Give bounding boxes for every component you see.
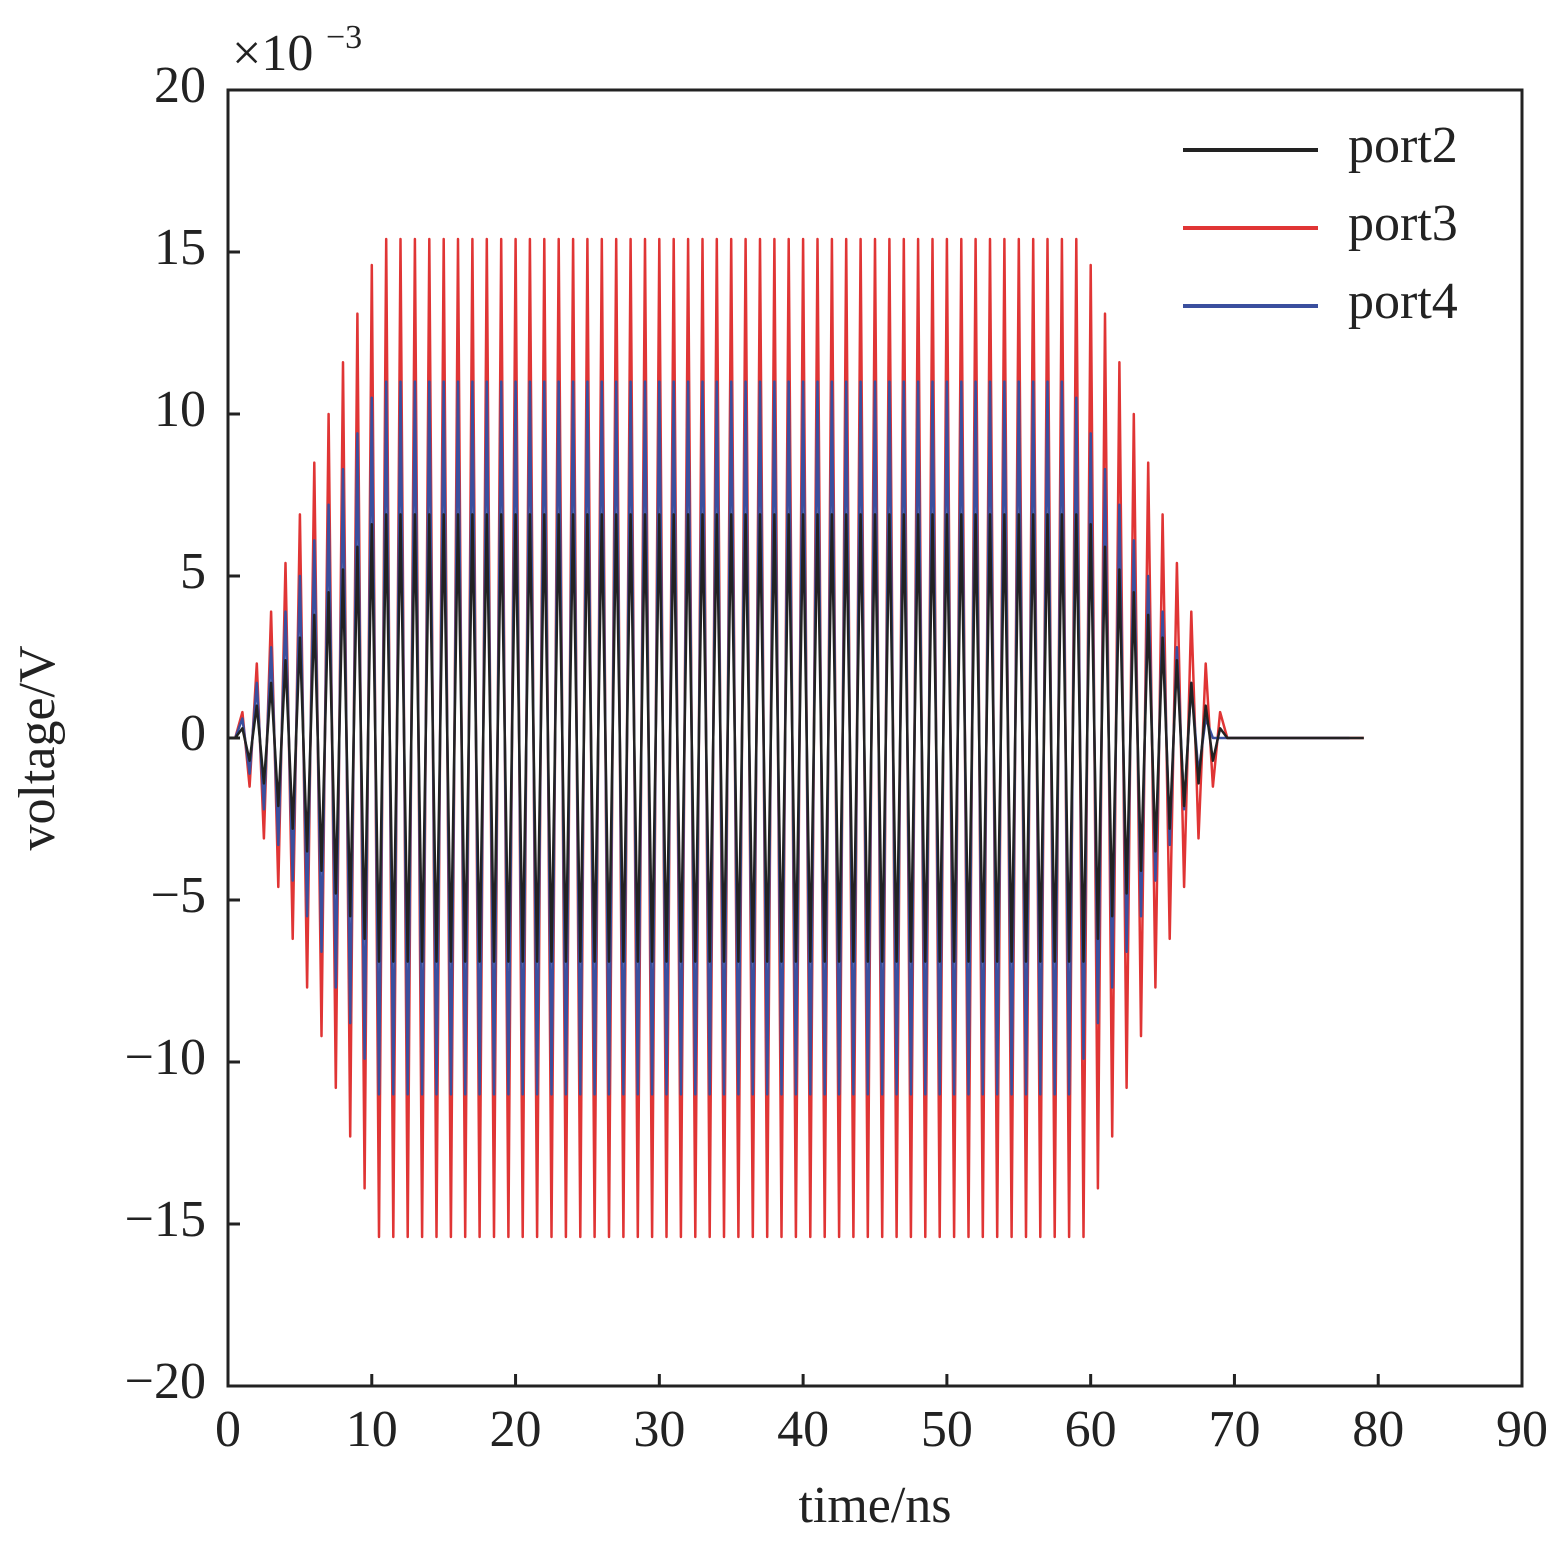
y-tick-label: −15 — [125, 1191, 206, 1248]
legend-label: port2 — [1348, 117, 1458, 174]
y-tick-label: 5 — [180, 543, 206, 600]
series-line — [228, 380, 1350, 1096]
x-tick-label: 60 — [1065, 1401, 1117, 1458]
x-tick-label: 70 — [1208, 1401, 1260, 1458]
x-axis-label: time/ns — [798, 1477, 951, 1534]
plot-lines — [228, 237, 1364, 1239]
y-multiplier-exponent: −3 — [326, 19, 362, 56]
y-axis-label: voltage/V — [9, 645, 66, 850]
y-tick-label: −10 — [125, 1029, 206, 1086]
series-line — [228, 513, 1364, 963]
x-tick-label: 20 — [490, 1401, 542, 1458]
y-multiplier-base: ×10 — [232, 25, 313, 82]
y-tick-label: 10 — [154, 381, 206, 438]
x-tick-label: 80 — [1352, 1401, 1404, 1458]
x-tick-label: 90 — [1496, 1401, 1548, 1458]
legend-label: port3 — [1348, 195, 1458, 252]
x-tick-label: 10 — [346, 1401, 398, 1458]
x-tick-label: 50 — [921, 1401, 973, 1458]
y-tick-label: 0 — [180, 705, 206, 762]
y-tick-label: −20 — [125, 1353, 206, 1410]
y-tick-label: 20 — [154, 57, 206, 114]
x-tick-label: 30 — [633, 1401, 685, 1458]
x-tick-label: 0 — [215, 1401, 241, 1458]
x-tick-label: 40 — [777, 1401, 829, 1458]
y-tick-label: −5 — [151, 867, 206, 924]
y-tick-label: 15 — [154, 219, 206, 276]
legend-label: port4 — [1348, 273, 1458, 330]
